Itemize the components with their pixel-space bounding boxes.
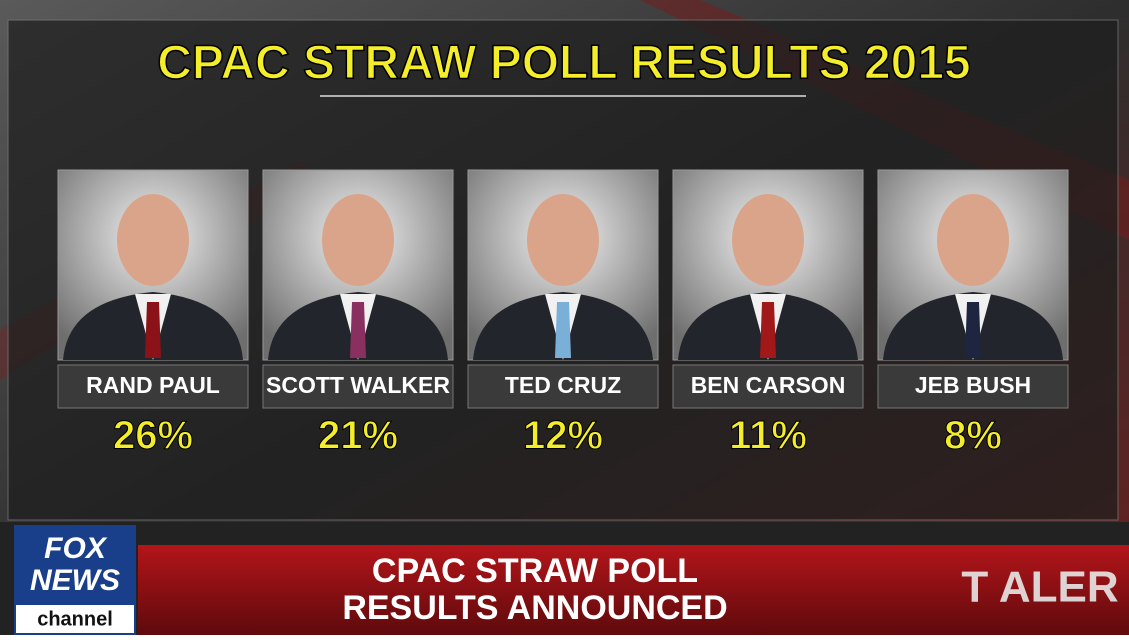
logo-text: FOX: [44, 532, 108, 565]
candidate-name: SCOTT WALKER: [266, 372, 450, 398]
headline: RESULTS ANNOUNCED: [342, 589, 727, 627]
alert: T ALER: [961, 563, 1118, 612]
candidate-result: 8%: [944, 414, 1002, 458]
candidate-result: 11%: [729, 414, 807, 458]
name-plate: [262, 364, 454, 409]
photo-head: [322, 194, 394, 286]
candidate-name: BEN CARSON: [691, 372, 846, 398]
logo-text: NEWS: [30, 564, 120, 597]
name-plate: [877, 364, 1069, 409]
lower-third: [138, 545, 1129, 635]
photo-tie: [145, 302, 161, 358]
candidate-result: 12%: [523, 414, 603, 458]
candidate-result: 21%: [318, 414, 398, 458]
candidate-name: RAND PAUL: [86, 372, 220, 398]
photo-head: [117, 194, 189, 286]
logo-text: channel: [37, 608, 113, 630]
photo-tie: [965, 302, 981, 358]
headline: CPAC STRAW POLL: [372, 552, 698, 590]
logo-band: [16, 605, 134, 633]
photo-tie: [350, 302, 366, 358]
candidate-result: 26%: [113, 414, 193, 458]
photo-head: [527, 194, 599, 286]
photo-tie: [555, 302, 571, 358]
name-plate: [672, 364, 864, 409]
name-plate: [57, 364, 249, 409]
name-plate: [467, 364, 659, 409]
candidate-name: TED CRUZ: [505, 372, 621, 398]
photo-tie: [760, 302, 776, 358]
candidates: RAND PAUL 26% SCOTT WALKER 21% TED CRUZ 12% BE…: [57, 169, 1069, 458]
photo-head: [937, 194, 1009, 286]
candidate-name: JEB BUSH: [915, 372, 1031, 398]
title: CPAC STRAW POLL RESULTS 2015: [157, 37, 970, 90]
photo-head: [732, 194, 804, 286]
